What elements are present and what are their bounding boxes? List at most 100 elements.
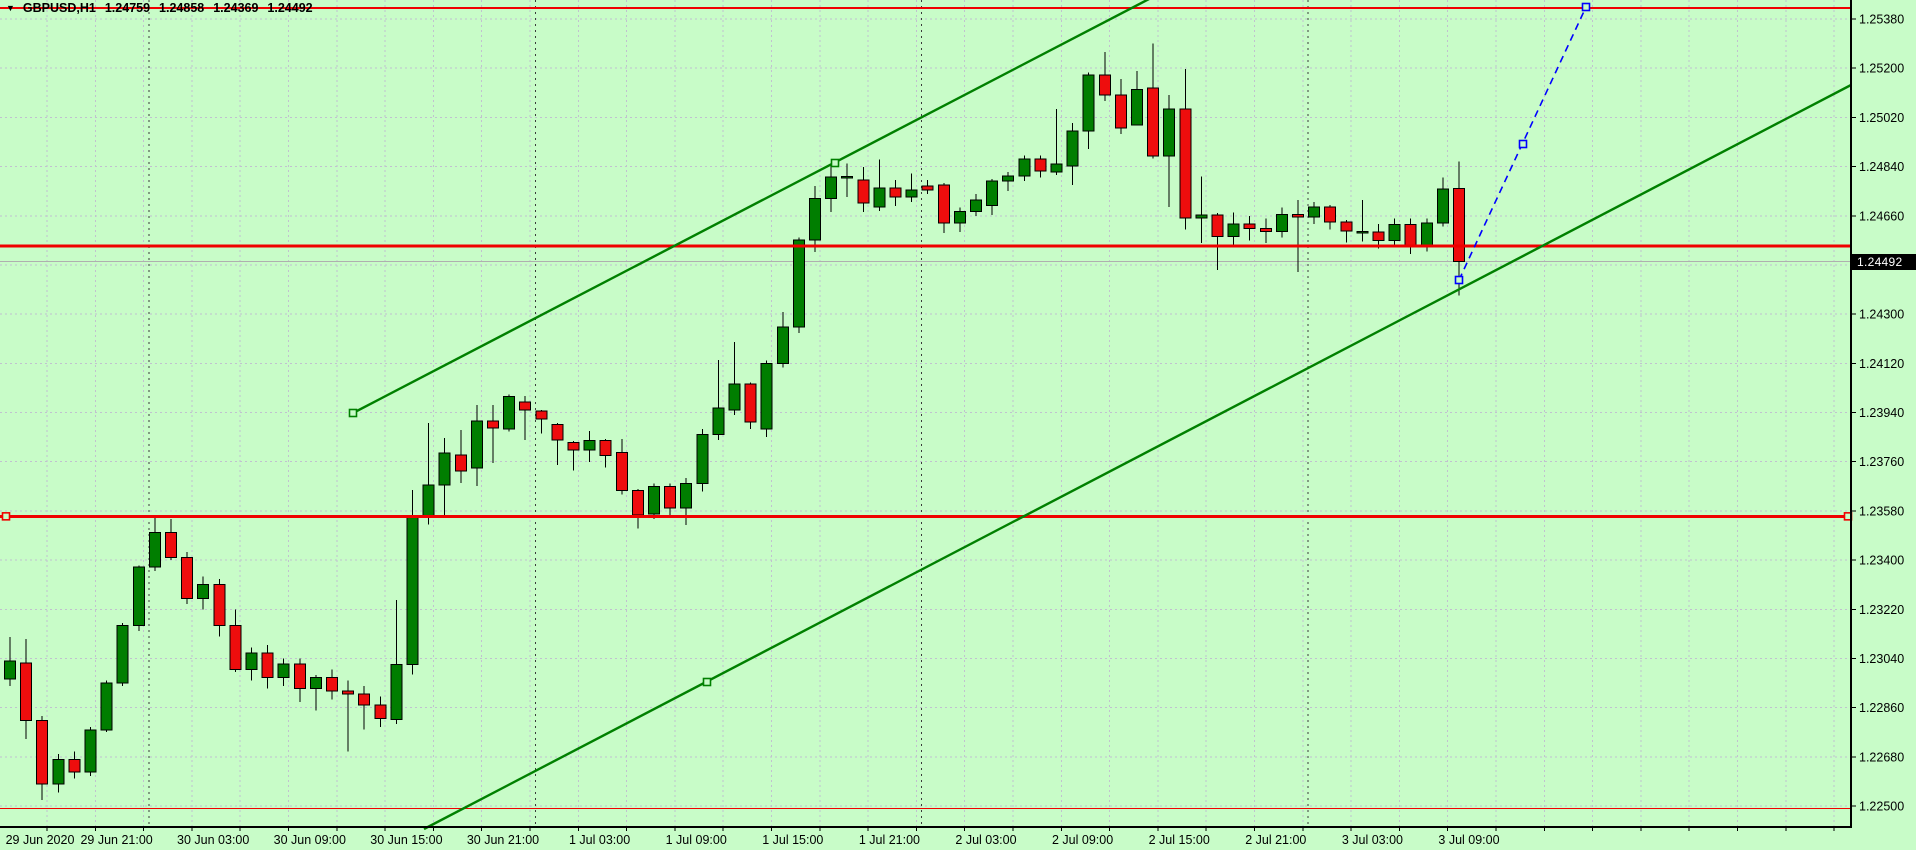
- time-axis-label: 3 Jul 03:00: [1342, 833, 1403, 847]
- candle-body-bull: [728, 383, 741, 411]
- price-axis-label: 1.24120: [1859, 357, 1904, 371]
- candle-body-bear: [1340, 221, 1353, 232]
- candle-body-bear: [519, 401, 532, 411]
- candle-body-bull: [873, 187, 886, 208]
- trendline-handle[interactable]: [1518, 139, 1528, 149]
- candle-body-bull: [422, 484, 435, 517]
- price-axis-label: 1.23940: [1859, 406, 1904, 420]
- candle: [841, 163, 854, 198]
- candle: [197, 576, 210, 610]
- hline-handle[interactable]: [1, 512, 11, 521]
- trendline-handle[interactable]: [1581, 2, 1591, 12]
- candle: [1034, 155, 1047, 178]
- candle: [261, 644, 274, 689]
- candle-body-bull: [1050, 163, 1063, 173]
- time-axis-label: 30 Jun 21:00: [467, 833, 539, 847]
- price-axis-label: 1.25200: [1859, 62, 1904, 76]
- candle: [1147, 43, 1160, 159]
- symbol-dropdown-icon[interactable]: ▼: [6, 3, 15, 13]
- candle: [857, 167, 870, 213]
- time-axis-label: 2 Jul 03:00: [955, 833, 1016, 847]
- candle: [664, 483, 677, 517]
- candle-body-bear: [1243, 223, 1256, 229]
- candle: [1340, 219, 1353, 243]
- candle-body-bear: [293, 663, 306, 689]
- candle: [905, 173, 918, 203]
- candle: [358, 685, 371, 730]
- price-axis-label: 1.25020: [1859, 111, 1904, 125]
- candle-body-bear: [921, 185, 934, 191]
- candle: [1356, 200, 1369, 242]
- time-axis-label: 1 Jul 09:00: [666, 833, 727, 847]
- candle-body-bear: [1292, 214, 1304, 218]
- candle: [4, 636, 16, 686]
- candle: [1404, 218, 1417, 255]
- candle: [953, 207, 966, 233]
- candle: [84, 726, 97, 776]
- candle-body-bull: [1163, 108, 1176, 157]
- candle-body-bull: [825, 176, 838, 199]
- candle-body-bear: [487, 420, 499, 429]
- candle-body-bull: [197, 584, 210, 599]
- candle: [454, 429, 467, 484]
- candle: [1292, 200, 1304, 272]
- candle-body-bull: [84, 729, 97, 773]
- candle-body-bull: [1018, 158, 1031, 177]
- candle-body-bull: [792, 239, 805, 328]
- channel-handle[interactable]: [348, 408, 358, 418]
- time-axis-label: 30 Jun 03:00: [177, 833, 249, 847]
- candle-body-bear: [68, 759, 81, 773]
- candle: [229, 609, 242, 673]
- candle-body-bull: [277, 663, 290, 679]
- candle-body-bull: [52, 759, 65, 785]
- candle-body-bull: [760, 363, 773, 430]
- channel-lower-line[interactable]: [423, 83, 1852, 831]
- candle: [422, 422, 435, 525]
- candle: [1243, 215, 1256, 241]
- candle-body-bull: [809, 197, 821, 241]
- candle: [792, 237, 805, 333]
- candle-body-bull: [4, 660, 16, 680]
- candle-body-bear: [1453, 188, 1465, 263]
- candle: [1002, 172, 1015, 192]
- candle: [20, 638, 33, 739]
- candle: [615, 439, 628, 495]
- candle: [342, 680, 355, 752]
- candle-body-bear: [1098, 74, 1111, 96]
- time-axis-label: 1 Jul 21:00: [859, 833, 920, 847]
- candle-body-bull: [986, 180, 999, 207]
- channel-handle[interactable]: [830, 158, 840, 168]
- time-axis-label: 29 Jun 21:00: [80, 833, 152, 847]
- trendline-handle[interactable]: [1454, 275, 1464, 285]
- candle-body-bear: [326, 677, 338, 692]
- candle: [390, 599, 403, 725]
- candle-body-bull: [583, 439, 596, 451]
- candle-body-bear: [342, 690, 355, 695]
- time-axis-label: 30 Jun 15:00: [370, 833, 442, 847]
- candle: [100, 680, 113, 733]
- candle-body-bear: [229, 625, 242, 670]
- candle-body-bear: [535, 410, 548, 420]
- candle-body-bear: [1404, 223, 1417, 247]
- ohlc-low-value: 1.24369: [213, 1, 259, 15]
- candle: [696, 428, 709, 492]
- candle: [760, 360, 773, 438]
- current-price-tag: 1.24492: [1852, 253, 1916, 270]
- ohlc-high-value: 1.24858: [159, 1, 205, 15]
- candle: [1308, 202, 1321, 224]
- candle-body-bull: [132, 566, 145, 627]
- symbol-period-label: GBPUSD,H1: [22, 1, 96, 15]
- price-axis-label: 1.23760: [1859, 455, 1904, 469]
- channel-handle[interactable]: [702, 677, 712, 687]
- candle-body-bear: [213, 584, 226, 627]
- price-axis-label: 1.23400: [1859, 554, 1904, 568]
- candle-body-bull: [1002, 175, 1015, 182]
- candle: [1388, 218, 1401, 246]
- channel-upper-line[interactable]: [352, 0, 1151, 415]
- candle: [1018, 155, 1031, 182]
- candle-body-bear: [631, 489, 644, 516]
- candle: [535, 409, 548, 434]
- candle-body-bear: [1034, 158, 1047, 172]
